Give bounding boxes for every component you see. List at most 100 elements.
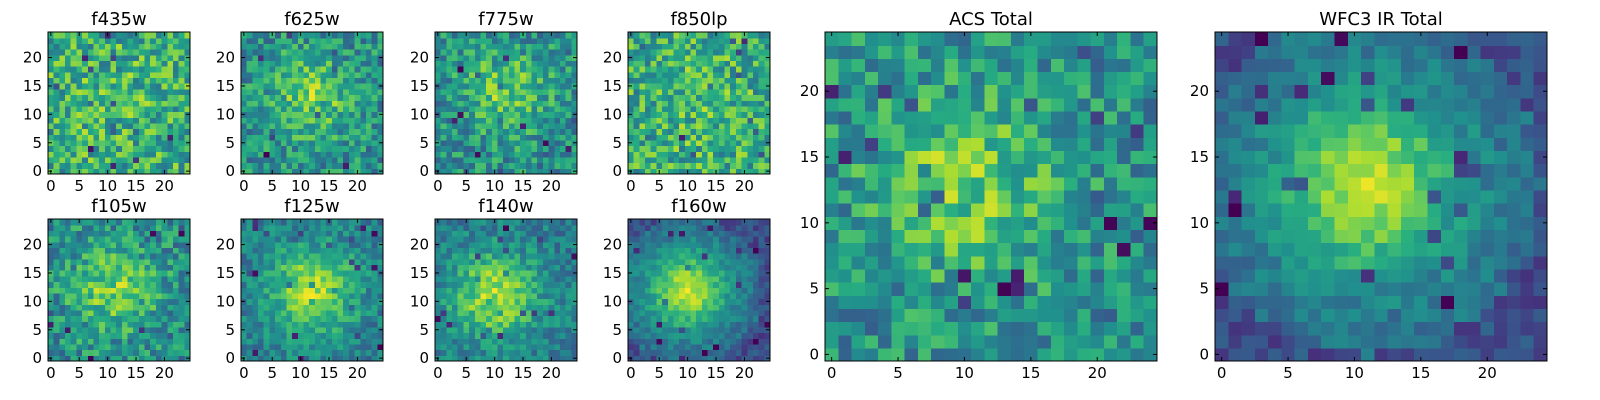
heatmap-cell — [144, 66, 151, 73]
heatmap-cell — [297, 151, 305, 158]
heatmap-cell — [82, 343, 89, 351]
heatmap-cell — [452, 338, 459, 345]
heatmap-cell — [662, 156, 669, 164]
heatmap-cell — [161, 117, 168, 124]
heatmap-cell — [314, 128, 322, 135]
heatmap-cell — [446, 128, 453, 135]
heatmap-cell — [752, 83, 760, 90]
heatmap-cell — [758, 332, 765, 339]
heatmap-cell — [650, 343, 657, 351]
heatmap-cell — [718, 332, 726, 339]
heatmap-cell — [138, 349, 146, 356]
heatmap-cell — [371, 224, 378, 231]
heatmap-cell — [520, 139, 527, 147]
heatmap-cell — [628, 134, 635, 141]
heatmap-cell — [167, 298, 174, 305]
heatmap-cell — [514, 145, 521, 152]
heatmap-cell — [184, 292, 191, 300]
heatmap-cell — [99, 321, 106, 328]
heatmap-cell — [65, 66, 72, 73]
heatmap-cell — [348, 241, 356, 248]
heatmap-cell — [326, 270, 333, 277]
heatmap-cell — [559, 326, 567, 334]
heatmap-cell — [99, 66, 106, 73]
heatmap-cell — [701, 94, 709, 101]
heatmap-cell — [514, 343, 521, 351]
heatmap-cell — [76, 321, 83, 328]
heatmap-cell — [348, 292, 356, 300]
heatmap-cell — [309, 343, 316, 351]
heatmap-cell — [155, 287, 163, 294]
heatmap-cell — [525, 77, 533, 84]
heatmap-cell — [701, 139, 709, 147]
heatmap-cell — [559, 54, 567, 61]
heatmap-cell — [144, 83, 151, 90]
heatmap-cell — [121, 37, 129, 44]
heatmap-cell — [758, 71, 765, 79]
heatmap-cell — [116, 219, 123, 226]
heatmap-cell — [53, 32, 60, 39]
heatmap-cell — [758, 321, 765, 328]
heatmap-cell — [628, 43, 635, 50]
heatmap-cell — [110, 287, 117, 294]
heatmap-cell — [127, 139, 134, 147]
heatmap-cell — [360, 349, 367, 356]
heatmap-cell — [463, 100, 470, 107]
heatmap-cell — [53, 349, 60, 356]
heatmap-cell — [531, 111, 538, 118]
heatmap-cell — [172, 236, 180, 243]
heatmap-cell — [286, 338, 293, 345]
heatmap-cell — [531, 151, 538, 158]
heatmap-cell — [696, 298, 703, 305]
heatmap-cell — [559, 139, 567, 147]
heatmap-cell — [377, 105, 384, 113]
heatmap-cell — [508, 100, 516, 107]
heatmap-cell — [167, 83, 174, 90]
heatmap-cell — [337, 224, 344, 231]
heatmap-cell — [701, 321, 709, 328]
heatmap-cell — [520, 292, 527, 300]
heatmap-cell — [525, 83, 533, 90]
heatmap-cell — [155, 37, 163, 44]
heatmap-cell — [121, 151, 129, 158]
heatmap-cell — [503, 236, 510, 243]
heatmap-cell — [76, 71, 83, 79]
heatmap-cell — [292, 281, 299, 288]
heatmap-cell — [662, 343, 669, 351]
heatmap-cell — [377, 332, 384, 339]
heatmap-cell — [263, 111, 270, 118]
heatmap-cell — [565, 162, 572, 169]
heatmap-cell — [554, 298, 561, 305]
heatmap-cell — [116, 253, 123, 260]
heatmap-cell — [718, 60, 726, 67]
heatmap-cell — [531, 60, 538, 67]
heatmap-cell — [133, 270, 140, 277]
heatmap-cell — [679, 275, 686, 283]
heatmap-cell — [269, 94, 276, 101]
heatmap-cell — [59, 105, 66, 113]
heatmap-cell — [116, 275, 123, 283]
heatmap-cell — [138, 309, 146, 317]
heatmap-cell — [508, 270, 516, 277]
heatmap-cell — [150, 122, 157, 130]
heatmap-cell — [452, 66, 459, 73]
heatmap-cell — [486, 338, 493, 345]
heatmap-cell — [172, 326, 180, 334]
heatmap-cell — [331, 105, 339, 113]
heatmap-cell — [747, 83, 754, 90]
heatmap-cell — [59, 258, 66, 266]
heatmap-cell — [269, 304, 276, 311]
heatmap-cell — [246, 88, 253, 96]
heatmap-cell — [48, 264, 55, 271]
heatmap-cell — [331, 128, 339, 135]
heatmap-cell — [292, 94, 299, 101]
heatmap-cell — [377, 253, 384, 260]
heatmap-cell — [348, 60, 356, 67]
heatmap-cell — [93, 287, 100, 294]
heatmap-cell — [269, 326, 276, 334]
heatmap-cell — [59, 338, 66, 345]
heatmap-cell — [469, 105, 476, 113]
heatmap-cell — [292, 270, 299, 277]
heatmap-cell — [161, 60, 168, 67]
heatmap-cell — [82, 287, 89, 294]
